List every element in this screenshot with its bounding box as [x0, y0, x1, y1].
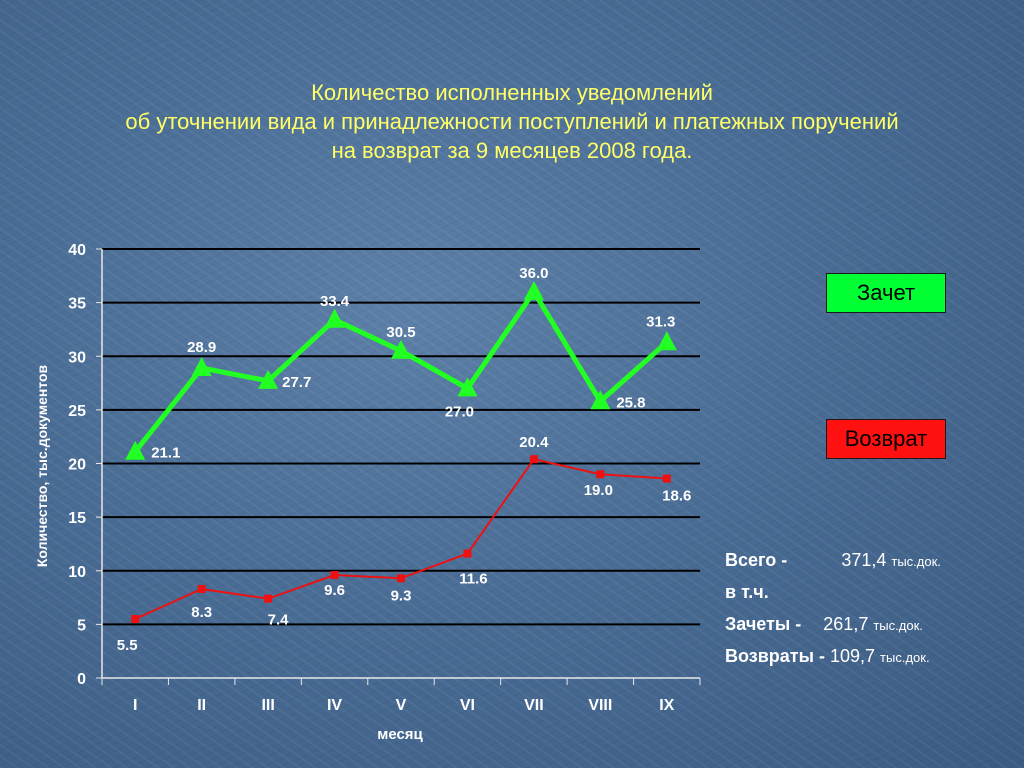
- data-point: [264, 594, 273, 603]
- y-tick-label: 15: [68, 510, 86, 527]
- y-tick-label: 35: [68, 296, 86, 313]
- x-tick-label: I: [133, 697, 137, 714]
- y-tick-label: 0: [77, 671, 86, 688]
- x-tick-label: II: [197, 697, 206, 714]
- data-point: [596, 470, 605, 479]
- data-label: 11.6: [459, 571, 487, 588]
- label-layer: 21.1 28.9 27.7 33.4 30.5 27.0 36.0 25.8 31.3 5.5 8…: [117, 265, 692, 654]
- x-tick-label: VII: [524, 697, 544, 714]
- y-tick-label: 25: [68, 403, 86, 420]
- legend-zachet-label: Зачет: [856, 280, 916, 305]
- data-label: 20.4: [519, 434, 549, 451]
- chart-title-line-1: Количество исполненных уведомлений: [311, 80, 713, 105]
- grid-layer: [102, 248, 700, 626]
- summary-vozvraty-value: 109,7: [829, 646, 876, 666]
- x-tick-label: VI: [460, 697, 475, 714]
- chart-title-line-2: об уточнении вида и принадлежности посту…: [125, 109, 899, 134]
- data-point: [258, 369, 279, 389]
- data-label: 5.5: [117, 637, 138, 654]
- y-tick-label: 30: [68, 349, 86, 366]
- y-axis-label: Количество, тыс.документов: [34, 364, 50, 567]
- summary-vozvraty-unit: тыс.док.: [880, 650, 930, 665]
- summary-zachety-value: 261,7: [823, 614, 869, 634]
- summary-zachety-row: Зачеты - 261,7 тыс.док.: [725, 609, 941, 641]
- series-layer: [125, 280, 677, 624]
- data-label: 31.3: [646, 313, 675, 330]
- data-label: 9.3: [391, 587, 412, 604]
- data-point: [662, 474, 671, 483]
- data-point: [330, 571, 339, 580]
- data-label: 25.8: [616, 394, 645, 411]
- summary-total-row: Всего - 371,4 тыс.док.: [725, 545, 941, 577]
- x-tick-label: VIII: [588, 697, 612, 714]
- x-tick-label: III: [261, 697, 274, 714]
- data-label: 19.0: [584, 482, 613, 499]
- data-point: [529, 455, 538, 464]
- data-point: [125, 440, 146, 460]
- y-tick-label: 5: [77, 617, 86, 634]
- data-label: 36.0: [519, 265, 548, 282]
- data-point: [656, 331, 677, 351]
- summary-including-row: в т.ч.: [725, 577, 941, 609]
- legend-vozvrat: Возврат: [826, 419, 946, 459]
- data-point: [457, 377, 478, 397]
- data-label: 8.3: [191, 604, 212, 621]
- data-label: 30.5: [386, 324, 415, 341]
- data-label: 33.4: [320, 293, 350, 310]
- data-label: 27.0: [445, 403, 474, 420]
- data-point: [131, 615, 140, 624]
- x-tick-label: V: [396, 697, 407, 714]
- summary-total-label: Всего -: [725, 550, 788, 570]
- data-label: 7.4: [268, 612, 290, 629]
- summary-zachety-label: Зачеты -: [725, 614, 802, 634]
- x-tick-label: IX: [659, 697, 674, 714]
- chart-title: Количество исполненных уведомлений об ут…: [0, 78, 1024, 165]
- data-point: [463, 549, 472, 558]
- data-point: [590, 390, 611, 410]
- data-label: 28.9: [187, 339, 216, 356]
- data-point: [397, 574, 405, 583]
- data-label: 18.6: [662, 488, 691, 505]
- summary-total-value: 371,4: [841, 550, 887, 570]
- series-line: [133, 287, 669, 454]
- legend-vozvrat-label: Возврат: [844, 426, 928, 451]
- x-tick-label: IV: [327, 697, 342, 714]
- data-point: [391, 339, 411, 359]
- data-point: [324, 308, 345, 328]
- data-label: 9.6: [324, 582, 345, 599]
- y-tick-label: 20: [68, 457, 86, 474]
- summary-total-unit: тыс.док.: [891, 554, 941, 569]
- data-point: [197, 584, 206, 593]
- y-tick-label: 10: [68, 564, 86, 581]
- summary-including-label: в т.ч.: [725, 582, 769, 602]
- summary-block: Всего - 371,4 тыс.док. в т.ч. Зачеты - 2…: [725, 545, 941, 673]
- chart-title-line-3: на возврат за 9 месяцев 2008 года.: [331, 138, 693, 163]
- data-point: [191, 357, 212, 377]
- data-label: 27.7: [282, 374, 311, 391]
- summary-vozvraty-row: Возвраты - 109,7 тыс.док.: [725, 641, 941, 673]
- legend-zachet: Зачет: [826, 273, 946, 313]
- summary-zachety-unit: тыс.док.: [873, 618, 923, 633]
- x-axis-label: месяц: [377, 726, 423, 743]
- data-point: [523, 280, 544, 300]
- data-label: 21.1: [151, 445, 180, 462]
- y-tick-label: 40: [68, 242, 86, 259]
- summary-vozvraty-label: Возвраты -: [725, 646, 825, 666]
